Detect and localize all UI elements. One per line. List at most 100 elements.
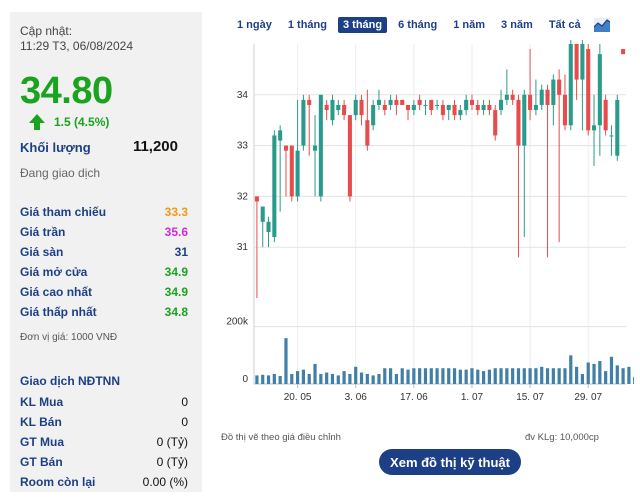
- period-tabs: 1 ngày 1 tháng 3 tháng 6 tháng 1 năm 3 n…: [232, 17, 610, 33]
- volume-bar: [284, 338, 288, 384]
- candle-body: [400, 99, 405, 105]
- stat-row: Giá mở cửa 34.9: [20, 262, 188, 282]
- volume-bar: [418, 368, 422, 384]
- candle-body: [423, 104, 428, 106]
- candle-body: [394, 99, 399, 105]
- volume-bar: [354, 366, 358, 384]
- arrow-up-icon: [29, 114, 45, 130]
- tab-3-years[interactable]: 3 năm: [501, 19, 533, 31]
- price-change-value: 1.5 (4.5%): [54, 115, 110, 129]
- foreign-value: 0: [181, 415, 188, 429]
- candle-body: [376, 99, 382, 105]
- volume-bar: [586, 362, 590, 384]
- volume-bar: [400, 368, 404, 384]
- volume-bar: [458, 369, 462, 384]
- foreign-value: 0 (Tỷ): [156, 455, 188, 469]
- price-tick-label: 32: [237, 191, 249, 202]
- stat-label: Giá tham chiếu: [20, 205, 107, 219]
- volume-bar: [266, 375, 271, 384]
- candle-body: [324, 104, 329, 111]
- volume-bar: [301, 369, 306, 384]
- candle-body: [458, 110, 463, 116]
- x-tick-label: 1. 07: [461, 392, 484, 403]
- volume-bar: [516, 368, 521, 384]
- candle-body: [388, 99, 393, 105]
- foreign-trading-title: Giao dịch NĐTNN: [20, 374, 121, 388]
- volume-bar: [528, 368, 532, 384]
- update-label: Cập nhật:: [20, 24, 73, 38]
- candle-body: [417, 99, 422, 105]
- foreign-row: Room còn lại 0.00 (%): [20, 472, 188, 492]
- x-tick-label: 15. 07: [516, 392, 544, 403]
- candle-body: [336, 104, 341, 111]
- volume-bar: [383, 368, 387, 384]
- candle-body: [464, 99, 469, 111]
- candle-body: [260, 206, 265, 222]
- candle-body: [435, 104, 440, 106]
- candle-body: [498, 99, 504, 111]
- volume-label: Khối lượng: [20, 140, 91, 155]
- candle-body: [429, 99, 434, 111]
- candle-body: [301, 99, 306, 146]
- foreign-value: 0 (Tỷ): [156, 435, 188, 449]
- stat-label: Giá mở cửa: [20, 265, 88, 279]
- candle-body: [568, 44, 573, 126]
- trading-status: Đang giao dịch: [20, 166, 101, 180]
- volume-bar: [371, 375, 375, 384]
- stat-value: 34.8: [164, 305, 188, 319]
- volume-bar: [598, 361, 602, 384]
- volume-bar: [330, 373, 335, 384]
- volume-bar: [447, 368, 451, 384]
- candle-body: [493, 110, 498, 136]
- volume-bar: [325, 372, 329, 384]
- candle-body: [371, 104, 376, 126]
- candle-body: [278, 130, 283, 141]
- volume-bar: [412, 368, 416, 384]
- stat-row: Giá thấp nhất 34.8: [20, 302, 188, 322]
- candle-body: [272, 135, 277, 238]
- volume-bar: [493, 368, 497, 384]
- candle-body: [603, 99, 608, 131]
- volume-bar: [499, 368, 503, 384]
- tab-1-month[interactable]: 1 tháng: [287, 19, 327, 31]
- volume-tick-label: 0: [242, 374, 248, 385]
- tab-3-months[interactable]: 3 tháng: [337, 17, 388, 33]
- foreign-row: GT Bán 0 (Tỷ): [20, 452, 188, 472]
- candle-body: [283, 145, 289, 151]
- price-tick-label: 34: [237, 90, 249, 101]
- candle-body: [411, 104, 416, 111]
- volume-bar: [511, 368, 515, 384]
- volume-bar: [261, 374, 265, 384]
- candle-body: [347, 115, 352, 197]
- candle-body: [615, 99, 620, 156]
- stat-label: Giá thấp nhất: [20, 305, 97, 319]
- stat-row: Giá sàn 31: [20, 242, 188, 262]
- stat-value: 31: [174, 245, 188, 259]
- foreign-row: GT Mua 0 (Tỷ): [20, 432, 188, 452]
- tab-1-day[interactable]: 1 ngày: [237, 19, 272, 31]
- stat-value: 35.6: [164, 225, 188, 239]
- tab-all[interactable]: Tất cả: [548, 19, 581, 31]
- technical-chart-button[interactable]: Xem đồ thị kỹ thuật: [379, 449, 521, 475]
- volume-bar: [476, 369, 480, 384]
- volume-bar: [609, 356, 614, 384]
- stat-label: Giá trần: [20, 225, 66, 239]
- stat-value: 33.3: [164, 205, 188, 219]
- adjusted-price-note: Đồ thị vẽ theo giá điều chỉnh: [221, 432, 341, 443]
- price-tick-label: 31: [237, 242, 249, 253]
- tab-6-months[interactable]: 6 tháng: [398, 19, 438, 31]
- candle-body: [254, 196, 259, 202]
- volume-bar: [563, 368, 567, 384]
- tab-1-year[interactable]: 1 năm: [453, 19, 486, 31]
- price-tick-label: 33: [237, 141, 249, 152]
- volume-bar: [534, 368, 538, 384]
- foreign-value: 0: [181, 395, 188, 409]
- volume-bar: [290, 373, 294, 384]
- volume-bar: [255, 375, 259, 384]
- volume-value: 11,200: [132, 138, 178, 155]
- volume-bar: [319, 373, 323, 384]
- candle-body: [307, 99, 312, 105]
- chart-icon[interactable]: [593, 18, 610, 32]
- x-tick-label: 29. 07: [574, 392, 602, 403]
- candle-body: [312, 145, 318, 151]
